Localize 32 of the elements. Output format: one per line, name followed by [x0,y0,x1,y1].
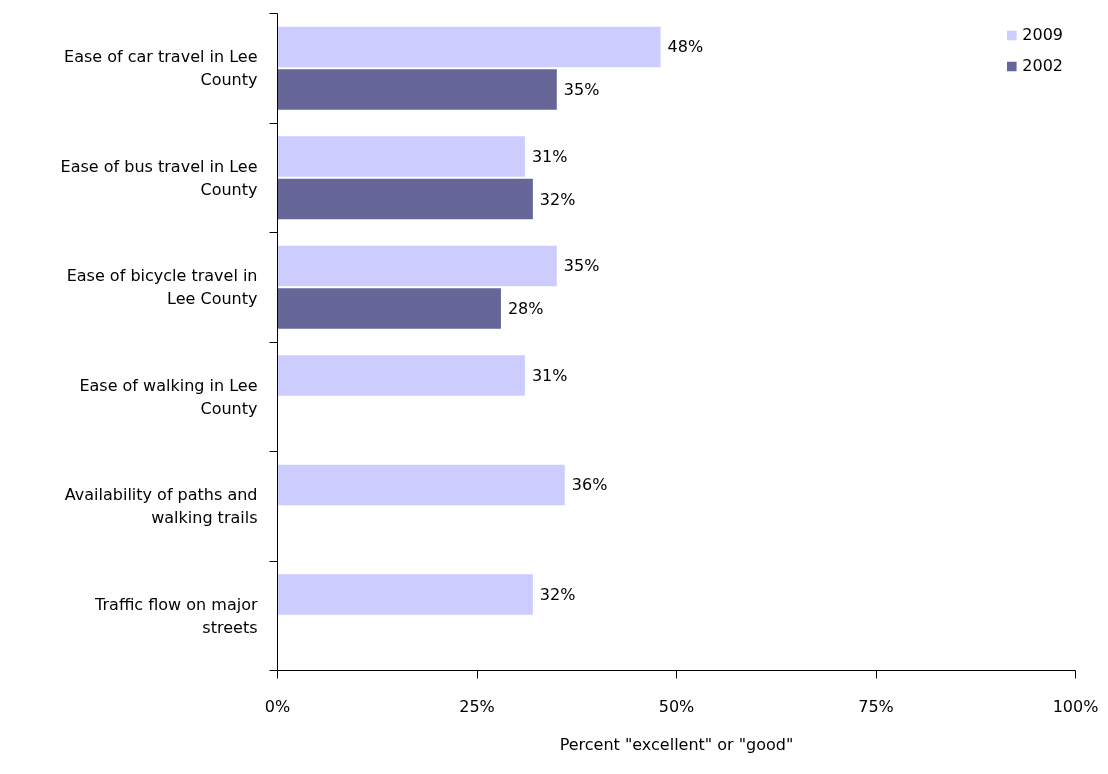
bar [277,136,525,177]
bar [277,26,661,68]
y-tick-label: Ease of bus travel in Lee County [60,156,258,199]
data-label: 35% [563,80,600,100]
bar [277,245,557,287]
data-label: 48% [667,37,704,57]
bar [277,178,533,220]
y-tick-label: Availability of paths and walking trails [64,485,258,528]
x-tick-label: 0% [264,696,291,716]
data-label: 31% [531,365,568,385]
x-axis-title: Percent "excellent" or "good" [559,734,794,754]
x-tick-label: 100% [1052,696,1099,716]
y-tick-label: Traffic flow on major streets [94,594,258,637]
bar [277,355,525,396]
legend-label: 2009 [1022,25,1063,44]
y-tick-label: Ease of walking in Lee County [79,375,258,418]
data-label: 35% [563,256,600,276]
bar [277,288,501,329]
y-tick-label: Ease of car travel in Lee County [64,47,258,90]
x-tick-label: 50% [658,696,695,716]
x-tick-label: 25% [459,696,495,716]
legend-label: 2002 [1022,56,1063,75]
data-label: 28% [507,299,544,319]
data-label: 32% [539,189,576,209]
bar [277,69,557,110]
bar [277,574,533,615]
bar [277,464,565,506]
data-label: 31% [531,146,568,166]
y-tick-label: Ease of bicycle travel in Lee County [66,266,258,309]
data-label: 32% [539,584,576,604]
x-tick-label: 75% [858,696,894,716]
data-label: 36% [571,475,608,495]
